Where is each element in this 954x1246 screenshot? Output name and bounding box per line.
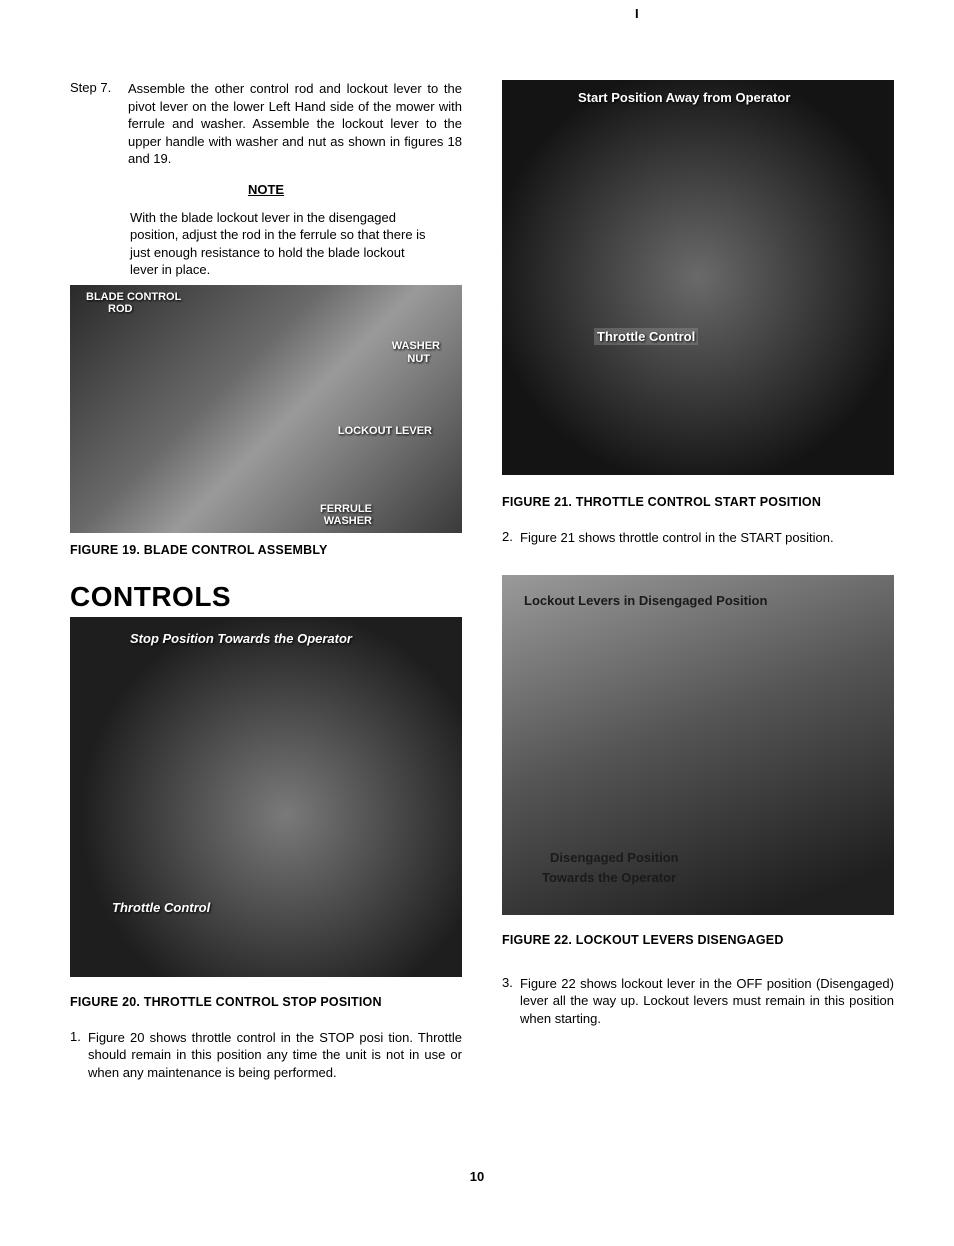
fig19-label-blade-rod-2: ROD [108, 303, 132, 315]
figure-19-image: BLADE CONTROL ROD WASHER NUT LOCKOUT LEV… [70, 285, 462, 533]
note-heading: NOTE [70, 182, 462, 197]
right-column: Start Position Away from Operator Thrott… [502, 80, 894, 1082]
fig19-label-nut: NUT [407, 353, 430, 365]
step-label: Step 7. [70, 80, 128, 168]
fig22-label-diseng: Disengaged Position [550, 850, 679, 865]
note-body: With the blade lockout lever in the dise… [130, 209, 432, 279]
left-column: Step 7. Assemble the other control rod a… [70, 80, 462, 1082]
list-num: 1. [70, 1029, 88, 1082]
fig19-label-lockout: LOCKOUT LEVER [338, 425, 432, 437]
fig22-label-top: Lockout Levers in Disengaged Position [524, 593, 767, 608]
page-number: 10 [0, 1169, 954, 1184]
figure-22-image: Lockout Levers in Disengaged Position Di… [502, 575, 894, 915]
figure-21-caption: FIGURE 21. THROTTLE CONTROL START POSITI… [502, 495, 894, 509]
fig22-label-towards: Towards the Operator [542, 870, 676, 885]
figure-19-caption: FIGURE 19. BLADE CONTROL ASSEMBLY [70, 543, 462, 557]
figure-20-image: Stop Position Towards the Operator Throt… [70, 617, 462, 977]
section-title-controls: CONTROLS [70, 581, 462, 613]
fig19-label-washer: WASHER [392, 340, 440, 352]
figure-20-caption: FIGURE 20. THROTTLE CONTROL STOP POSITIO… [70, 995, 462, 1009]
fig20-label-throttle: Throttle Control [112, 900, 210, 915]
list-num: 3. [502, 975, 520, 1028]
list-num: 2. [502, 529, 520, 547]
list-body: Figure 22 shows lockout lever in the OFF… [520, 975, 894, 1028]
fig21-label-throttle: Throttle Control [594, 328, 698, 345]
list-item-2: 2. Figure 21 shows throttle control in t… [502, 529, 894, 547]
list-body: Figure 21 shows throttle control in the … [520, 529, 894, 547]
fig20-label-stop: Stop Position Towards the Operator [130, 631, 352, 646]
fig21-label-start: Start Position Away from Operator [578, 90, 790, 105]
step-7: Step 7. Assemble the other control rod a… [70, 80, 462, 168]
list-item-3: 3. Figure 22 shows lockout lever in the … [502, 975, 894, 1028]
fig19-label-washer2: WASHER [324, 515, 372, 527]
fig19-label-blade-rod-1: BLADE CONTROL [86, 291, 181, 303]
fig19-label-ferrule: FERRULE [320, 503, 372, 515]
figure-22-caption: FIGURE 22. LOCKOUT LEVERS DISENGAGED [502, 933, 894, 947]
list-item-1: 1. Figure 20 shows throttle control in t… [70, 1029, 462, 1082]
list-body: Figure 20 shows throttle control in the … [88, 1029, 462, 1082]
step-body: Assemble the other control rod and locko… [128, 80, 462, 168]
two-column-layout: Step 7. Assemble the other control rod a… [70, 80, 894, 1082]
figure-21-image: Start Position Away from Operator Thrott… [502, 80, 894, 475]
page-crop-mark: I [635, 6, 639, 21]
